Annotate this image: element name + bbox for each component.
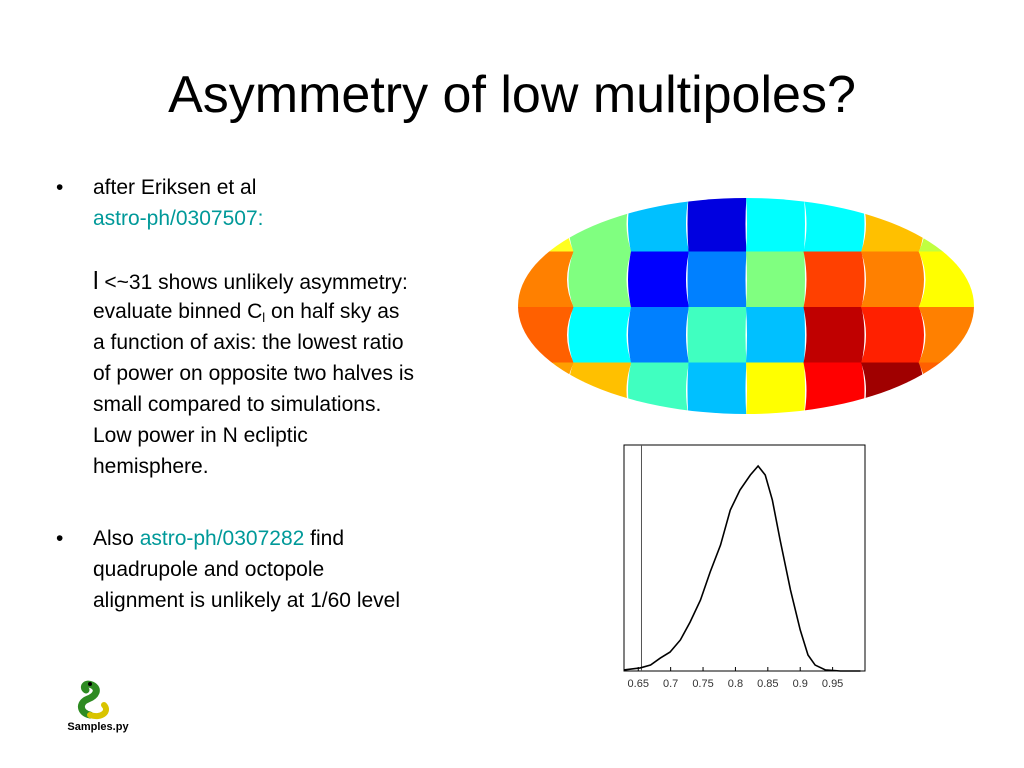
map-patch <box>861 307 924 363</box>
bullet-text: small compared to simulations. <box>93 393 382 416</box>
map-patch <box>628 251 689 308</box>
bullet-text: quadrupole and octopole <box>93 558 325 581</box>
x-tick-label: 0.65 <box>628 678 649 690</box>
x-tick-label: 0.85 <box>757 678 778 690</box>
map-patch <box>746 198 805 252</box>
x-tick-label: 0.8 <box>728 678 743 690</box>
map-patch <box>746 251 805 308</box>
map-patch <box>803 251 865 308</box>
map-patch <box>803 198 865 252</box>
logo-eye <box>88 682 92 686</box>
map-patch <box>918 362 974 414</box>
bullet-dot: • <box>56 176 64 199</box>
map-patch <box>568 198 632 252</box>
sky-map <box>518 198 974 414</box>
curve <box>623 464 861 672</box>
text: find <box>304 527 345 550</box>
map-patch <box>687 307 747 363</box>
x-tick-label: 0.9 <box>793 678 808 690</box>
link[interactable]: astro-ph/0307282 <box>139 527 305 550</box>
link[interactable]: astro-ph/0307507: <box>93 207 264 230</box>
map-patch <box>568 251 632 308</box>
map-patch <box>628 307 689 363</box>
x-tick-label: 0.95 <box>822 678 843 690</box>
map-patch <box>861 198 924 252</box>
map-patch <box>746 307 805 363</box>
bullet-text: a function of axis: the lowest ratio <box>93 331 404 354</box>
bullet-text: evaluate binned Cl on half sky as <box>93 298 399 326</box>
map-patch <box>628 198 689 252</box>
bullet-text: l <~31 shows unlikely asymmetry: <box>93 267 408 297</box>
x-tick-label: 0.75 <box>692 678 713 690</box>
map-patch <box>568 307 632 363</box>
map-patch <box>687 251 747 308</box>
bullet-text: of power on opposite two halves is <box>93 362 415 385</box>
slide-title: Asymmetry of low multipoles? <box>168 66 856 124</box>
bullet-dot: • <box>56 527 64 550</box>
bullet-text: Also astro-ph/0307282 find <box>93 525 344 553</box>
text: on half sky as <box>265 300 400 323</box>
histogram-plot: 0.65 0.7 0.75 0.8 0.85 0.9 0.95 <box>623 444 866 690</box>
text: Also <box>93 527 140 550</box>
logo-snake <box>78 680 100 719</box>
bullet-text: Low power in N ecliptic <box>93 424 308 447</box>
symbol: l <box>93 267 99 295</box>
subscript: l <box>262 310 266 325</box>
map-patch <box>687 362 747 414</box>
bullet-text: alignment is unlikely at 1/60 level <box>93 589 401 612</box>
text: <~31 shows unlikely asymmetry: <box>98 271 408 294</box>
bullet-text: after Eriksen et al <box>93 176 257 199</box>
logo-snake <box>87 702 109 719</box>
map-patch <box>518 198 574 252</box>
logo-label: Samples.py <box>67 721 129 733</box>
logo: Samples.py <box>67 680 129 733</box>
plot-frame <box>623 444 866 672</box>
bullet-text: hemisphere. <box>93 455 209 478</box>
map-patch <box>918 198 974 252</box>
map-patch <box>861 362 924 414</box>
map-patch <box>803 307 865 363</box>
map-patch <box>518 307 574 363</box>
x-tick-label: 0.7 <box>663 678 678 690</box>
map-patch <box>803 362 865 414</box>
map-patch <box>518 362 574 414</box>
map-patch <box>518 251 574 308</box>
text: evaluate binned C <box>93 300 263 323</box>
map-patch <box>568 362 632 414</box>
map-patch <box>861 251 924 308</box>
map-patch <box>746 362 805 414</box>
map-patch <box>918 251 974 308</box>
map-patch <box>628 362 689 414</box>
map-patch <box>687 198 747 252</box>
map-patch <box>918 307 974 363</box>
